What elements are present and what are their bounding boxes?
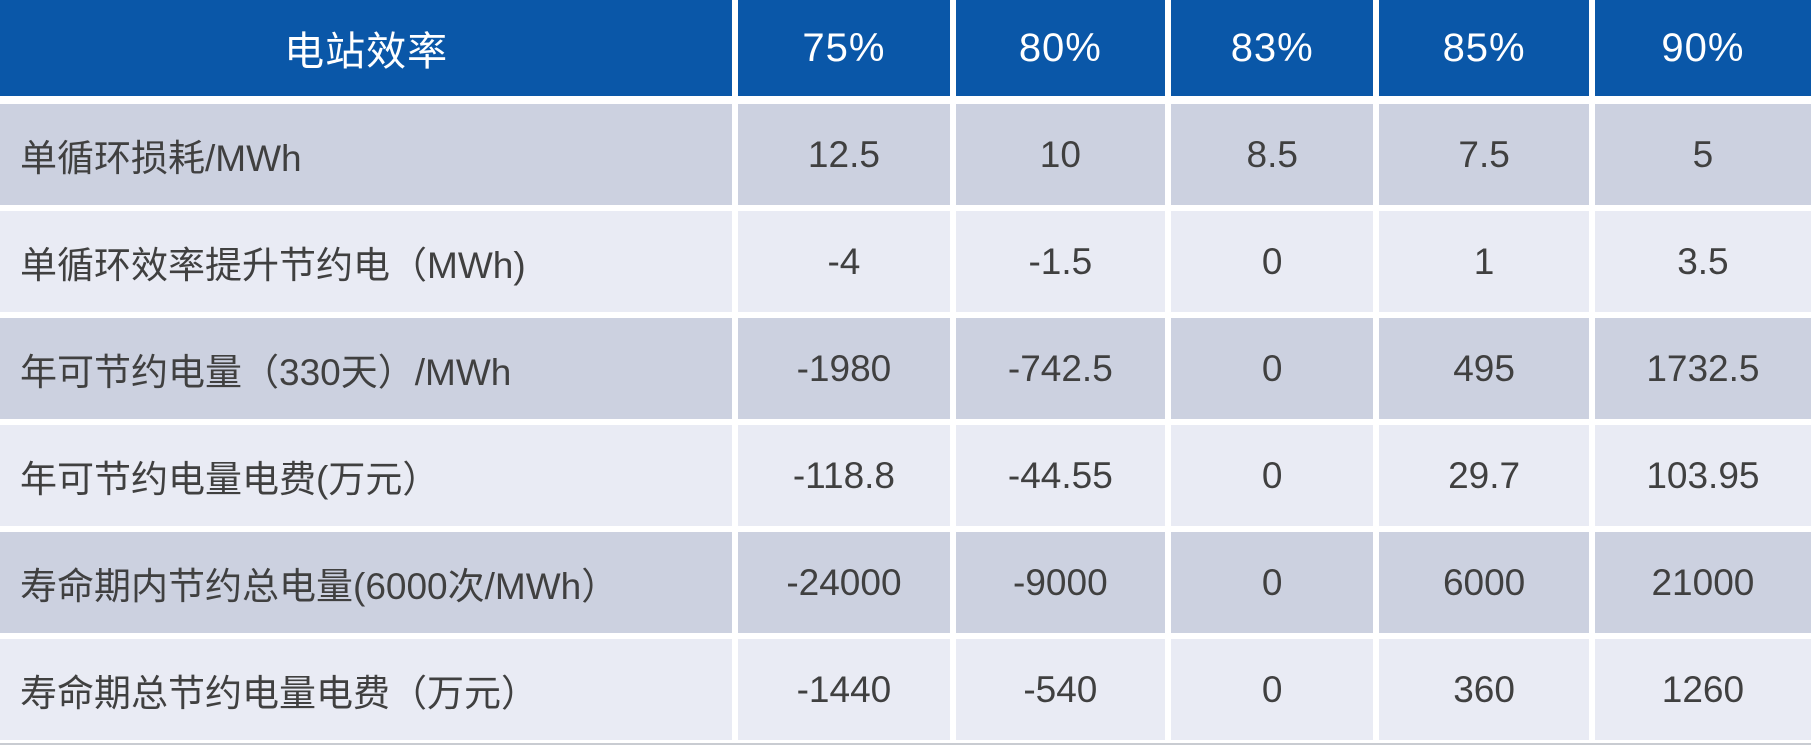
table-row: 年可节约电量（330天）/MWh -1980 -742.5 0 495 1732… [0,312,1811,425]
table-row: 寿命期内节约总电量(6000次/MWh） -24000 -9000 0 6000… [0,526,1811,639]
value-cell: 360 [1373,633,1595,740]
value-cell: 103.95 [1588,419,1811,532]
value-cell: -24000 [732,526,956,639]
value-cell: -742.5 [949,312,1172,425]
value-cell: 12.5 [732,97,956,211]
value-cell: 10 [949,97,1172,211]
value-cell: -44.55 [949,419,1172,532]
value-cell: 5 [1588,97,1811,211]
value-cell: 1732.5 [1588,312,1811,425]
column-header-75: 75% [732,0,956,104]
column-header-83: 83% [1165,0,1380,104]
value-cell: 6000 [1373,526,1595,639]
bottom-divider [0,743,1811,745]
row-label: 年可节约电量（330天）/MWh [0,312,739,425]
table-row: 单循环损耗/MWh 12.5 10 8.5 7.5 5 [0,97,1811,211]
value-cell: -540 [949,633,1172,740]
value-cell: 1 [1373,205,1595,318]
value-cell: -1440 [732,633,956,740]
row-label: 单循环效率提升节约电（MWh) [0,205,739,318]
value-cell: 1260 [1588,633,1811,740]
table-row: 年可节约电量电费(万元） -118.8 -44.55 0 29.7 103.95 [0,419,1811,532]
value-cell: 29.7 [1373,419,1595,532]
value-cell: -118.8 [732,419,956,532]
value-cell: -4 [732,205,956,318]
value-cell: -1.5 [949,205,1172,318]
value-cell: -9000 [949,526,1172,639]
row-label: 寿命期总节约电量电费（万元） [0,633,739,740]
column-header-85: 85% [1373,0,1595,104]
column-header-80: 80% [949,0,1172,104]
value-cell: 0 [1165,419,1380,532]
table-row: 寿命期总节约电量电费（万元） -1440 -540 0 360 1260 [0,633,1811,740]
value-cell: 0 [1165,633,1380,740]
row-label: 单循环损耗/MWh [0,97,739,211]
value-cell: 0 [1165,312,1380,425]
value-cell: 8.5 [1165,97,1380,211]
value-cell: 21000 [1588,526,1811,639]
value-cell: 495 [1373,312,1595,425]
column-header-90: 90% [1588,0,1811,104]
table-row: 单循环效率提升节约电（MWh) -4 -1.5 0 1 3.5 [0,205,1811,318]
value-cell: 3.5 [1588,205,1811,318]
value-cell: 7.5 [1373,97,1595,211]
row-label: 年可节约电量电费(万元） [0,419,739,532]
header-row: 电站效率 75% 80% 83% 85% 90% [0,0,1811,104]
value-cell: 0 [1165,526,1380,639]
value-cell: 0 [1165,205,1380,318]
value-cell: -1980 [732,312,956,425]
row-label: 寿命期内节约总电量(6000次/MWh） [0,526,739,639]
table-title: 电站效率 [0,0,739,104]
